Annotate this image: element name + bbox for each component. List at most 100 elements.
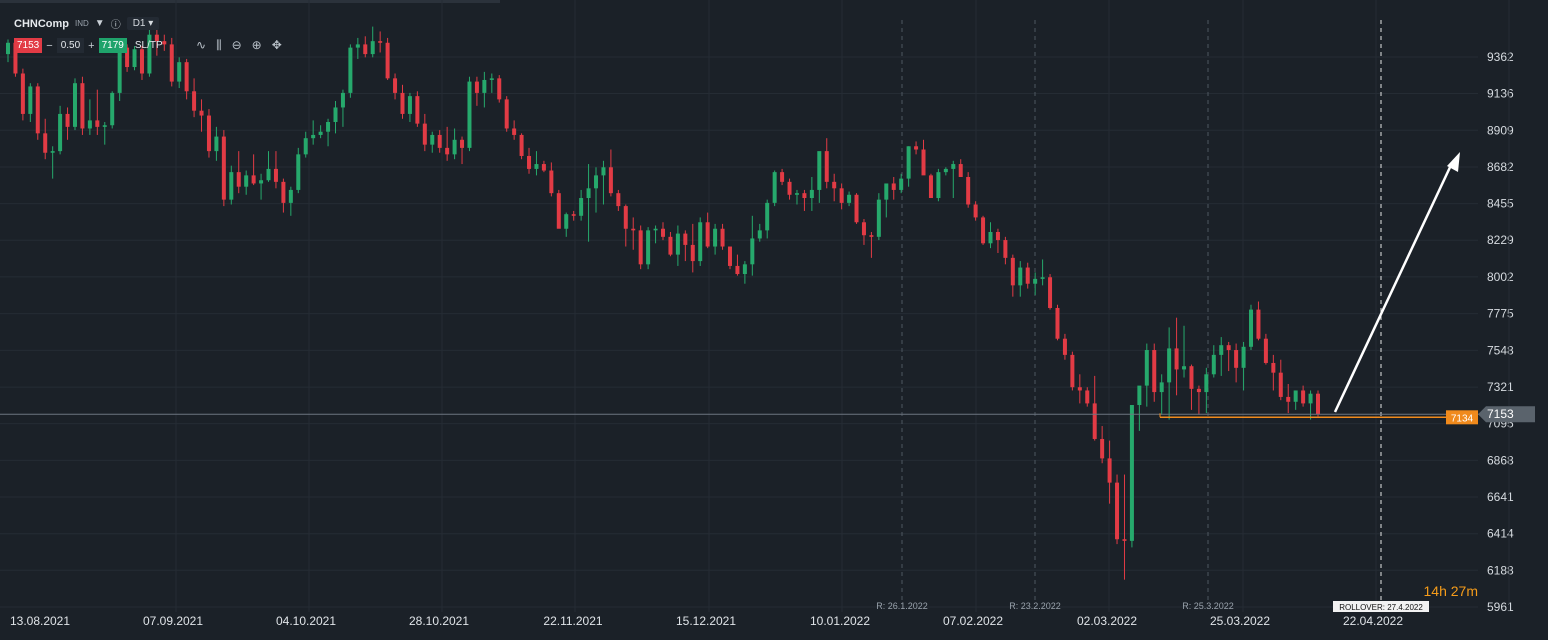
candle bbox=[43, 133, 48, 153]
candle bbox=[1241, 346, 1246, 368]
y-tick-label: 8682 bbox=[1487, 160, 1514, 174]
candle bbox=[139, 49, 144, 74]
indicators-icon[interactable]: ⫼ bbox=[216, 38, 222, 52]
candle bbox=[370, 41, 375, 55]
x-tick-label: 25.03.2022 bbox=[1210, 614, 1270, 628]
candle bbox=[1174, 348, 1179, 370]
rollover-badge bbox=[1333, 601, 1429, 612]
y-tick-label: 6868 bbox=[1487, 453, 1514, 467]
current-price-badge bbox=[1478, 406, 1535, 423]
candle bbox=[13, 42, 18, 74]
crosshair-icon[interactable]: ✥ bbox=[271, 38, 282, 52]
x-tick-label: 28.10.2021 bbox=[409, 614, 469, 628]
candle bbox=[6, 42, 10, 55]
candle bbox=[177, 62, 182, 82]
pending-order-badge[interactable] bbox=[1446, 410, 1478, 425]
candle bbox=[221, 136, 226, 200]
y-tick-label: 7775 bbox=[1487, 307, 1514, 321]
event-marker-label: R: 26.1.2022 bbox=[876, 601, 928, 611]
candle bbox=[132, 49, 137, 68]
candle bbox=[80, 83, 85, 129]
symbol-label[interactable]: CHNComp bbox=[14, 17, 69, 30]
x-tick-label: 22.11.2021 bbox=[543, 614, 602, 628]
candle bbox=[110, 92, 115, 126]
candle bbox=[966, 176, 971, 205]
timeframe-selector[interactable]: D1 ▾ bbox=[126, 17, 160, 30]
candle bbox=[147, 34, 152, 74]
x-tick-label: 22.04.2022 bbox=[1343, 614, 1403, 628]
candle bbox=[1196, 388, 1201, 393]
candle bbox=[326, 122, 331, 132]
quantity-input[interactable]: 0.50 bbox=[56, 38, 85, 53]
candle bbox=[586, 188, 591, 199]
candle bbox=[1211, 354, 1216, 375]
candle bbox=[445, 147, 450, 155]
candle bbox=[921, 149, 926, 176]
sell-button[interactable]: 7153 bbox=[14, 38, 43, 53]
candle bbox=[407, 96, 412, 114]
y-tick-label: 7321 bbox=[1487, 380, 1514, 394]
candle bbox=[705, 222, 710, 247]
line-chart-icon[interactable]: ∿ bbox=[196, 38, 207, 52]
candle bbox=[512, 128, 517, 135]
candle bbox=[988, 231, 993, 244]
candle bbox=[333, 107, 338, 123]
candle bbox=[378, 41, 383, 43]
candle bbox=[541, 164, 546, 171]
zoom-in-icon[interactable]: ⊕ bbox=[251, 38, 262, 52]
candle bbox=[928, 175, 933, 199]
candle bbox=[1092, 403, 1097, 439]
y-tick-label: 8455 bbox=[1487, 197, 1514, 211]
plus-button[interactable]: + bbox=[88, 39, 95, 52]
candle bbox=[1204, 374, 1209, 393]
candle bbox=[1182, 366, 1187, 370]
y-tick-label: 8909 bbox=[1487, 123, 1514, 137]
candle bbox=[601, 167, 606, 176]
candle bbox=[400, 92, 405, 114]
candle bbox=[288, 189, 293, 203]
candle bbox=[713, 228, 718, 247]
candle bbox=[1189, 366, 1194, 389]
candle bbox=[28, 86, 33, 114]
candle bbox=[876, 199, 881, 237]
candle bbox=[340, 92, 345, 108]
candle bbox=[430, 134, 435, 145]
candle bbox=[236, 172, 241, 187]
candle bbox=[266, 168, 271, 181]
candle bbox=[1256, 309, 1261, 339]
candle bbox=[720, 228, 725, 247]
chevron-down-icon[interactable]: ▼ bbox=[94, 18, 105, 29]
candle bbox=[1263, 338, 1268, 363]
candle bbox=[623, 206, 628, 229]
arrow-annotation-head bbox=[1447, 152, 1460, 172]
candle bbox=[839, 188, 844, 203]
candle bbox=[1226, 345, 1231, 351]
buy-button[interactable]: 7179 bbox=[98, 38, 127, 53]
candle bbox=[1085, 390, 1090, 404]
candle bbox=[259, 180, 264, 184]
candle bbox=[273, 168, 278, 182]
candle bbox=[1003, 240, 1008, 258]
candle bbox=[1286, 396, 1291, 402]
candle bbox=[251, 175, 256, 184]
trade-panel: 7153 − 0.50 + 7179 SL/TP bbox=[14, 38, 163, 53]
y-tick-label: 9362 bbox=[1487, 50, 1514, 64]
candle bbox=[571, 214, 576, 216]
candle bbox=[757, 230, 762, 239]
candle bbox=[385, 42, 390, 79]
minus-button[interactable]: − bbox=[46, 39, 53, 52]
candle bbox=[973, 204, 978, 218]
zoom-out-icon[interactable]: ⊖ bbox=[231, 38, 242, 52]
candle bbox=[556, 193, 561, 229]
candle bbox=[549, 170, 554, 194]
sltp-button[interactable]: SL/TP bbox=[134, 40, 163, 51]
candle bbox=[65, 113, 70, 127]
candle bbox=[534, 164, 539, 169]
candle bbox=[809, 189, 814, 199]
candle bbox=[772, 172, 777, 203]
info-icon[interactable]: ⓘ bbox=[110, 20, 121, 31]
candle bbox=[854, 194, 859, 223]
candle bbox=[206, 115, 211, 152]
candle bbox=[296, 154, 301, 190]
